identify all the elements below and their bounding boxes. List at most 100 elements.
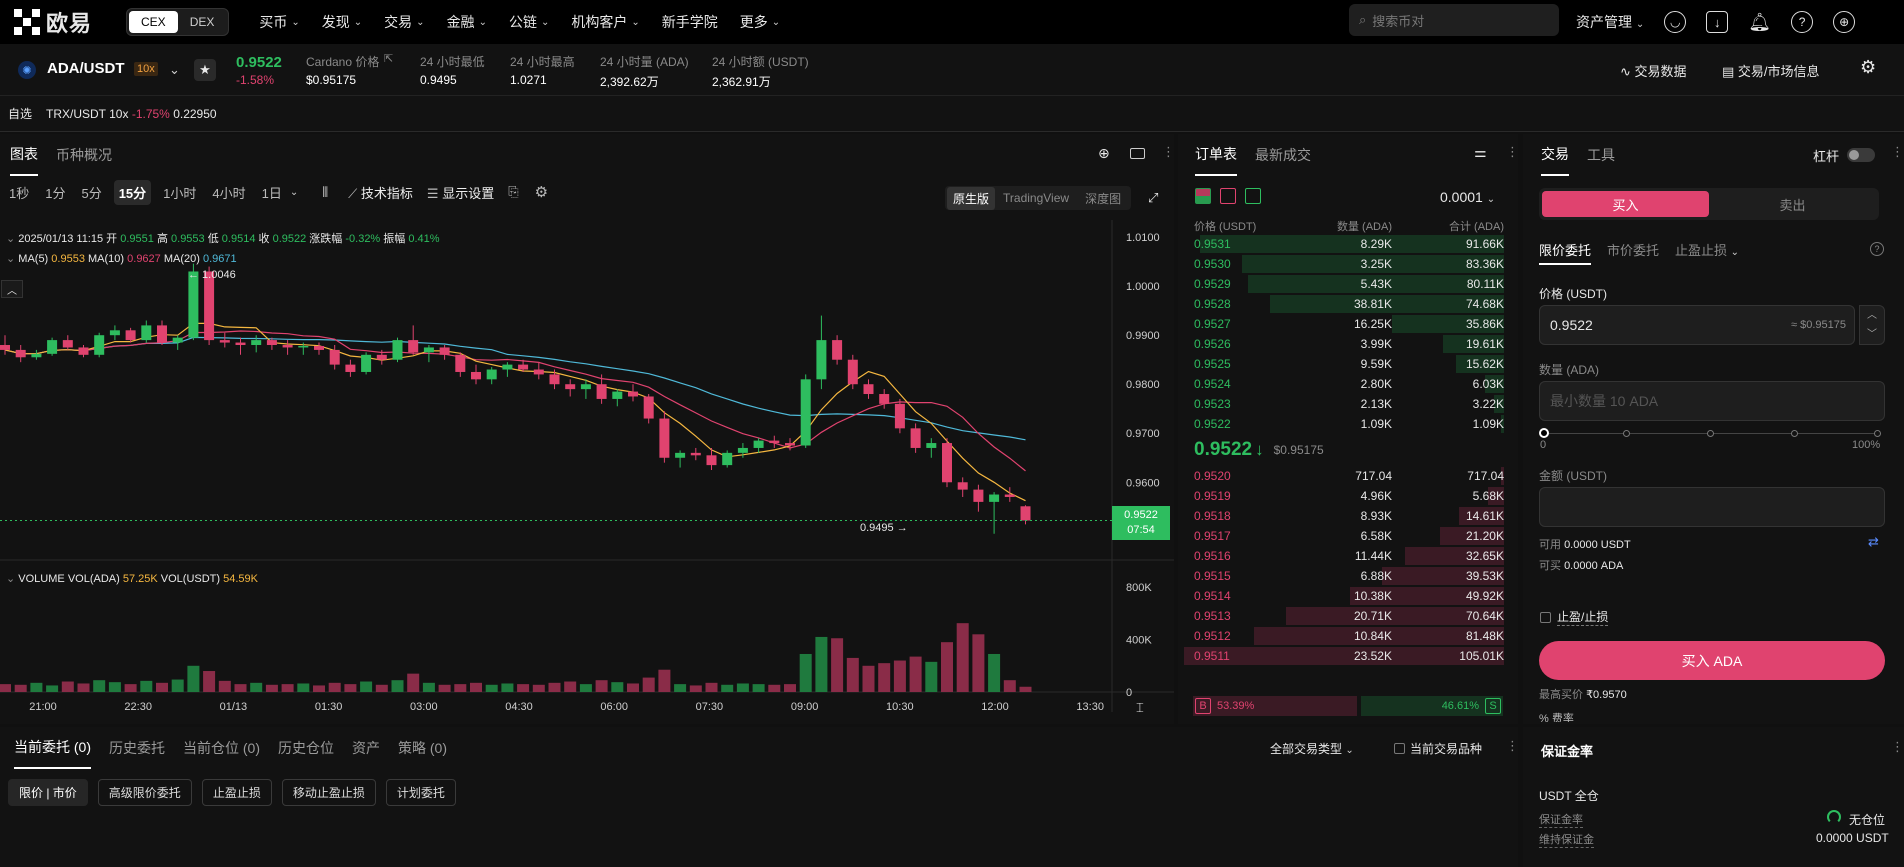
ask-row[interactable]: 0.9523 2.13K 3.22K	[1184, 394, 1504, 414]
interval-dropdown-icon[interactable]: ⌄	[289, 186, 299, 198]
bid-row[interactable]: 0.9515 6.88K 39.53K	[1184, 566, 1504, 586]
sliders-icon[interactable]: ⚌	[1474, 144, 1487, 160]
amount-input[interactable]	[1539, 487, 1885, 527]
layout-bids-icon[interactable]	[1245, 188, 1261, 204]
subtab-limit-market[interactable]: 限价 | 市价	[8, 779, 88, 806]
precision-select[interactable]: 0.0001 ⌄	[1440, 189, 1496, 205]
market-info-link[interactable]: ▤ 交易/市场信息	[1722, 64, 1820, 79]
layout-asks-icon[interactable]	[1220, 188, 1236, 204]
view-tradingview[interactable]: TradingView	[1003, 191, 1070, 205]
nav-institutional[interactable]: 机构客户 ⌄	[571, 14, 640, 30]
search-input[interactable]: ⌕ 搜索币对	[1349, 4, 1559, 36]
tab-latest-trades[interactable]: 最新成交	[1255, 147, 1311, 163]
trade-type-filter[interactable]: 全部交易类型 ⌄	[1270, 742, 1354, 756]
screenshot-icon[interactable]: ⎘	[508, 184, 519, 199]
tpsl-checkbox[interactable]: 止盈/止损	[1540, 608, 1609, 626]
tab-chart[interactable]: 图表	[10, 134, 38, 176]
bid-row[interactable]: 0.9518 8.93K 14.61K	[1184, 506, 1504, 526]
nav-trade[interactable]: 交易 ⌄	[384, 14, 425, 30]
interval-1m[interactable]: 1分	[45, 185, 66, 201]
slider-step[interactable]	[1623, 430, 1630, 437]
sell-tab[interactable]: 卖出	[1779, 197, 1806, 213]
slider-step[interactable]	[1707, 430, 1714, 437]
transfer-icon[interactable]: ⇄	[1868, 534, 1879, 549]
fullscreen-icon[interactable]	[1130, 148, 1145, 159]
interval-1d[interactable]: 1日	[261, 185, 282, 201]
brand-logo[interactable]: 欧易	[14, 6, 92, 38]
tab-open-orders[interactable]: 当前委托 (0)	[14, 727, 91, 769]
external-link-icon[interactable]: ⇱	[384, 53, 394, 65]
tab-coin-overview[interactable]: 币种概况	[56, 147, 112, 163]
interval-4h[interactable]: 4小时	[212, 185, 246, 201]
bid-row[interactable]: 0.9519 4.96K 5.68K	[1184, 486, 1504, 506]
cex-tab[interactable]: CEX	[129, 11, 178, 33]
candle-type-icon[interactable]: ⫴	[322, 183, 329, 200]
nav-buy-crypto[interactable]: 买币 ⌄	[259, 14, 300, 30]
ask-row[interactable]: 0.9527 16.25K 35.86K	[1184, 314, 1504, 334]
subtab-trailing-stop[interactable]: 移动止盈止损	[281, 779, 376, 806]
interval-1h[interactable]: 1小时	[163, 185, 197, 201]
bid-row[interactable]: 0.9511 23.52K 105.01K	[1184, 646, 1504, 666]
nav-chain[interactable]: 公链 ⌄	[508, 14, 550, 30]
nav-finance[interactable]: 金融 ⌄	[446, 14, 487, 30]
indicators-button[interactable]: ⟋ 技术指标	[348, 185, 413, 201]
tab-positions[interactable]: 当前仓位 (0)	[183, 740, 260, 756]
help-icon[interactable]: ?	[1791, 11, 1814, 33]
view-native[interactable]: 原生版	[947, 186, 996, 210]
favorite-item-trx[interactable]: TRX/USDT 10x -1.75% 0.22950	[46, 106, 217, 121]
buy-ada-button[interactable]: 买入 ADA	[1539, 641, 1885, 680]
price-stepper[interactable]: ︿ ﹀	[1859, 305, 1885, 345]
collapse-chevron-icon[interactable]: ⌄	[6, 233, 16, 245]
tab-tools[interactable]: 工具	[1587, 147, 1615, 163]
tab-position-history[interactable]: 历史仓位	[278, 740, 334, 756]
ask-row[interactable]: 0.9528 38.81K 74.68K	[1184, 294, 1504, 314]
nav-more[interactable]: 更多 ⌄	[739, 14, 781, 30]
favorite-star-icon[interactable]: ★	[194, 59, 216, 81]
trading-data-link[interactable]: ∿ 交易数据	[1620, 64, 1687, 79]
collapse-chevron-icon[interactable]: ⌄	[6, 253, 16, 265]
layout-both-icon[interactable]	[1195, 188, 1211, 204]
bid-row[interactable]: 0.9514 10.38K 49.92K	[1184, 586, 1504, 606]
interval-5m[interactable]: 5分	[81, 185, 102, 201]
step-up-icon[interactable]: ︿	[1867, 310, 1877, 321]
asset-management-menu[interactable]: 资产管理 ⌄	[1576, 14, 1645, 30]
bid-row[interactable]: 0.9512 10.84K 81.48K	[1184, 626, 1504, 646]
step-down-icon[interactable]: ﹀	[1867, 329, 1877, 340]
view-depth[interactable]: 深度图	[1085, 191, 1122, 206]
fee-rate[interactable]: % 费率	[1539, 710, 1574, 722]
tab-trade[interactable]: 交易	[1541, 134, 1569, 176]
subtab-advanced-limit[interactable]: 高级限价委托	[97, 779, 192, 806]
nav-academy[interactable]: 新手学院	[661, 14, 718, 30]
tab-strategies[interactable]: 策略 (0)	[398, 740, 447, 756]
ask-row[interactable]: 0.9524 2.80K 6.03K	[1184, 374, 1504, 394]
current-pair-only[interactable]: 当前交易品种	[1394, 740, 1482, 757]
expand-icon[interactable]: ⤢	[1148, 190, 1159, 205]
settings-gear-icon[interactable]: ⚙	[1860, 57, 1877, 77]
download-icon[interactable]: ↓	[1706, 11, 1729, 33]
slider-step[interactable]	[1874, 430, 1881, 437]
bell-icon[interactable]: 🔔︎	[1748, 11, 1772, 32]
subtab-trigger[interactable]: 计划委托	[385, 779, 456, 806]
user-icon[interactable]: ◡	[1664, 11, 1687, 33]
subtab-tpsl[interactable]: 止盈止损	[201, 779, 272, 806]
tpsl-order-tab[interactable]: 止盈止损 ⌄	[1675, 243, 1740, 258]
axis-scale-icon[interactable]: ⌶	[1136, 700, 1144, 715]
bid-row[interactable]: 0.9517 6.58K 21.20K	[1184, 526, 1504, 546]
limit-order-tab[interactable]: 限价委托	[1539, 240, 1592, 265]
interval-15m[interactable]: 15分	[113, 179, 152, 205]
more-vertical-icon[interactable]: ⋮	[1891, 144, 1904, 159]
mid-price[interactable]: 0.9522 ↓ $0.95175	[1194, 439, 1514, 461]
stat-cardano-price[interactable]: Cardano 价格 $0.95175	[306, 53, 379, 87]
price-input[interactable]: 0.9522 ≈ $0.95175	[1539, 305, 1855, 345]
more-vertical-icon[interactable]: ⋮	[1891, 739, 1904, 754]
quantity-input[interactable]: 最小数量 10 ADA	[1539, 381, 1885, 421]
ask-row[interactable]: 0.9522 1.09K 1.09K	[1184, 414, 1504, 434]
display-settings-button[interactable]: ☰ 显示设置	[426, 185, 495, 201]
ask-row[interactable]: 0.9530 3.25K 83.36K	[1184, 254, 1504, 274]
info-icon[interactable]: ?	[1870, 242, 1884, 256]
market-order-tab[interactable]: 市价委托	[1607, 243, 1660, 258]
tab-assets[interactable]: 资产	[352, 740, 380, 756]
bid-row[interactable]: 0.9516 11.44K 32.65K	[1184, 546, 1504, 566]
more-vertical-icon[interactable]: ⋮	[1506, 144, 1519, 159]
chart-settings-icon[interactable]: ⚙	[534, 184, 549, 201]
